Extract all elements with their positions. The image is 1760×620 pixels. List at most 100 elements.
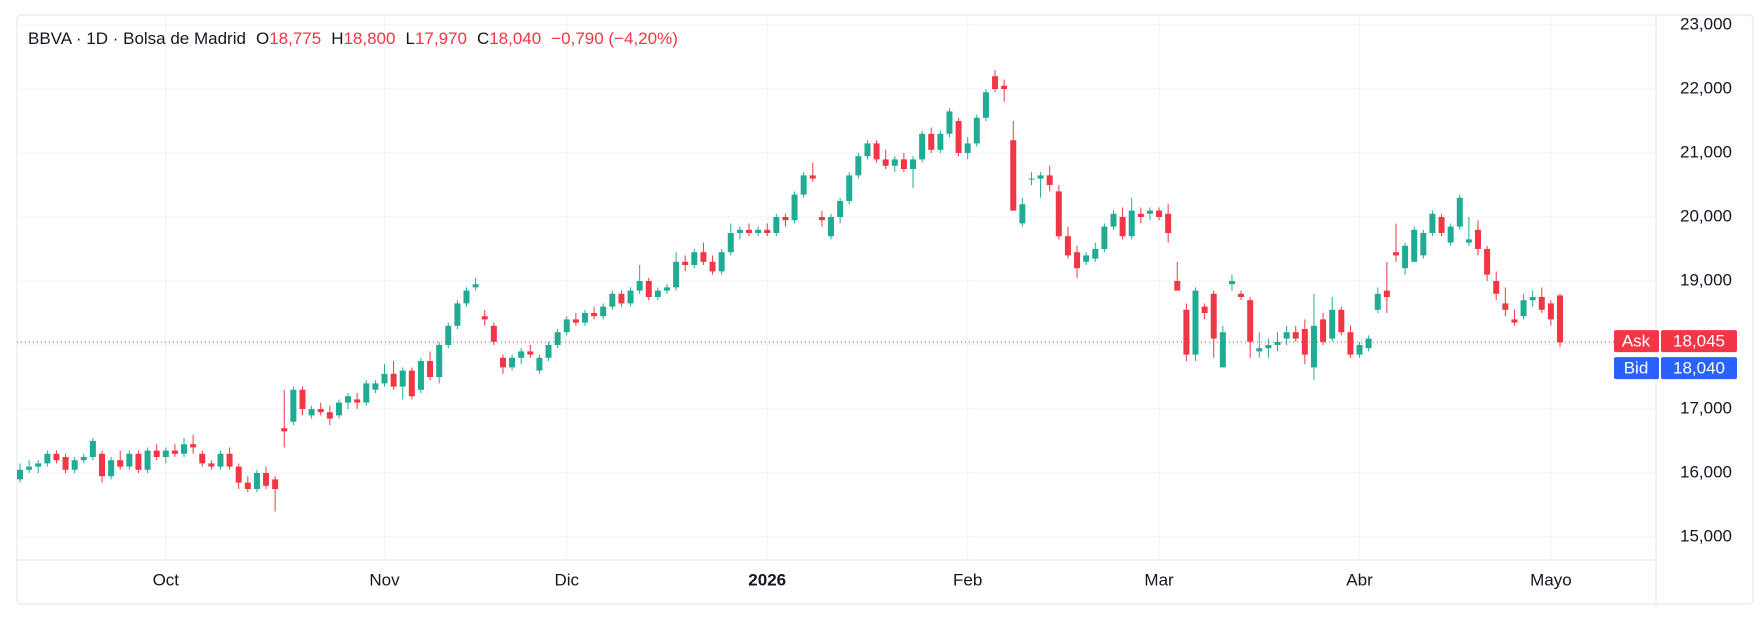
candle-body <box>809 175 816 179</box>
candle-body <box>591 313 598 317</box>
candle-body <box>99 453 106 477</box>
candle-body <box>335 402 342 416</box>
candle-body <box>709 261 716 272</box>
grid <box>17 15 1656 560</box>
candle-body <box>609 293 616 307</box>
candle-body <box>1557 295 1563 343</box>
candle-body <box>499 357 506 368</box>
candle-body <box>326 412 333 419</box>
candle-body <box>190 444 197 448</box>
ohlc-label: C <box>477 29 489 48</box>
candle-body <box>791 194 798 221</box>
candle-body <box>1074 252 1081 269</box>
x-tick-label: Feb <box>953 570 982 589</box>
candle-body <box>1210 293 1217 339</box>
candle-body <box>445 325 452 345</box>
candle-body <box>144 450 151 470</box>
candle-body <box>208 463 215 467</box>
ask-value: 18,045 <box>1673 332 1725 351</box>
candle-body <box>1320 319 1327 342</box>
candle-body <box>755 229 762 233</box>
candle-body <box>919 133 926 160</box>
candle-body <box>1110 213 1117 227</box>
candle-body <box>1146 210 1153 214</box>
ohlc-value: 18,040 <box>489 29 541 48</box>
candle-body <box>1037 175 1044 179</box>
candle-body <box>873 143 880 160</box>
candle-body <box>308 409 315 416</box>
candle-body <box>1347 332 1354 355</box>
candle-body <box>463 290 470 304</box>
candle-body <box>1547 303 1554 320</box>
candle-body <box>1247 300 1254 342</box>
candle-body <box>1201 306 1208 313</box>
candle-body <box>964 143 971 153</box>
candle-body <box>600 306 607 317</box>
candle-body <box>1402 245 1409 269</box>
candle-body <box>682 261 689 265</box>
candle-body <box>135 453 142 470</box>
candle-body <box>1538 297 1545 310</box>
candle-body <box>1174 281 1181 291</box>
candle-body <box>1192 290 1199 355</box>
candle-body <box>1420 233 1427 256</box>
candle-body <box>1183 309 1190 355</box>
candle-body <box>764 229 771 233</box>
candle-body <box>1365 338 1372 349</box>
candle-body <box>80 457 87 461</box>
ohlc-label: H <box>331 29 343 48</box>
candle-body <box>891 159 898 166</box>
candle-body <box>992 76 999 89</box>
candle-body <box>1028 178 1035 180</box>
candle-body <box>846 175 853 201</box>
ask-label: Ask <box>1622 332 1651 351</box>
candle-body <box>1429 213 1436 233</box>
candle-body <box>581 313 588 323</box>
candle-body <box>636 281 643 291</box>
ohlc-label: O <box>256 29 269 48</box>
candle-body <box>317 409 324 413</box>
candle-body <box>527 351 534 355</box>
candle-body <box>345 396 352 403</box>
candle-body <box>518 351 525 358</box>
candle-body <box>253 473 260 489</box>
x-tick-label: Mayo <box>1530 570 1572 589</box>
candle-body <box>1310 325 1317 368</box>
candle-body <box>536 357 543 371</box>
candle-body <box>281 428 288 432</box>
candle-body <box>691 252 698 265</box>
candle-body <box>1292 332 1299 339</box>
candle-body <box>1019 204 1026 224</box>
candle-body <box>828 217 835 237</box>
candle-body <box>1383 290 1390 297</box>
candle-body <box>627 290 634 304</box>
candle-body <box>17 469 23 480</box>
candle-body <box>1447 226 1454 243</box>
candle-body <box>563 319 570 333</box>
candle-body <box>1274 341 1281 345</box>
candle-body <box>882 159 889 166</box>
candle-body <box>928 133 935 150</box>
candle-body <box>900 159 907 169</box>
bid-label-bg <box>1614 357 1659 380</box>
candle-body <box>955 121 962 153</box>
candle-body <box>299 389 306 409</box>
candle-body <box>263 473 270 486</box>
candle-body <box>545 345 552 358</box>
candle-body <box>35 463 42 467</box>
candle-body <box>509 357 516 368</box>
candle-body <box>126 453 133 467</box>
candle-body <box>982 92 989 118</box>
candle-body <box>171 450 178 454</box>
candle-body <box>62 457 69 470</box>
candle-body <box>44 453 51 464</box>
candle-body <box>1474 229 1481 249</box>
candle-body <box>1338 309 1345 333</box>
y-tick-label: 20,000 <box>1680 206 1732 225</box>
candle-body <box>1119 217 1126 237</box>
candle-body <box>1411 229 1418 262</box>
candle-body <box>1456 197 1463 227</box>
candle-body <box>837 201 844 217</box>
candle-body <box>572 319 579 323</box>
